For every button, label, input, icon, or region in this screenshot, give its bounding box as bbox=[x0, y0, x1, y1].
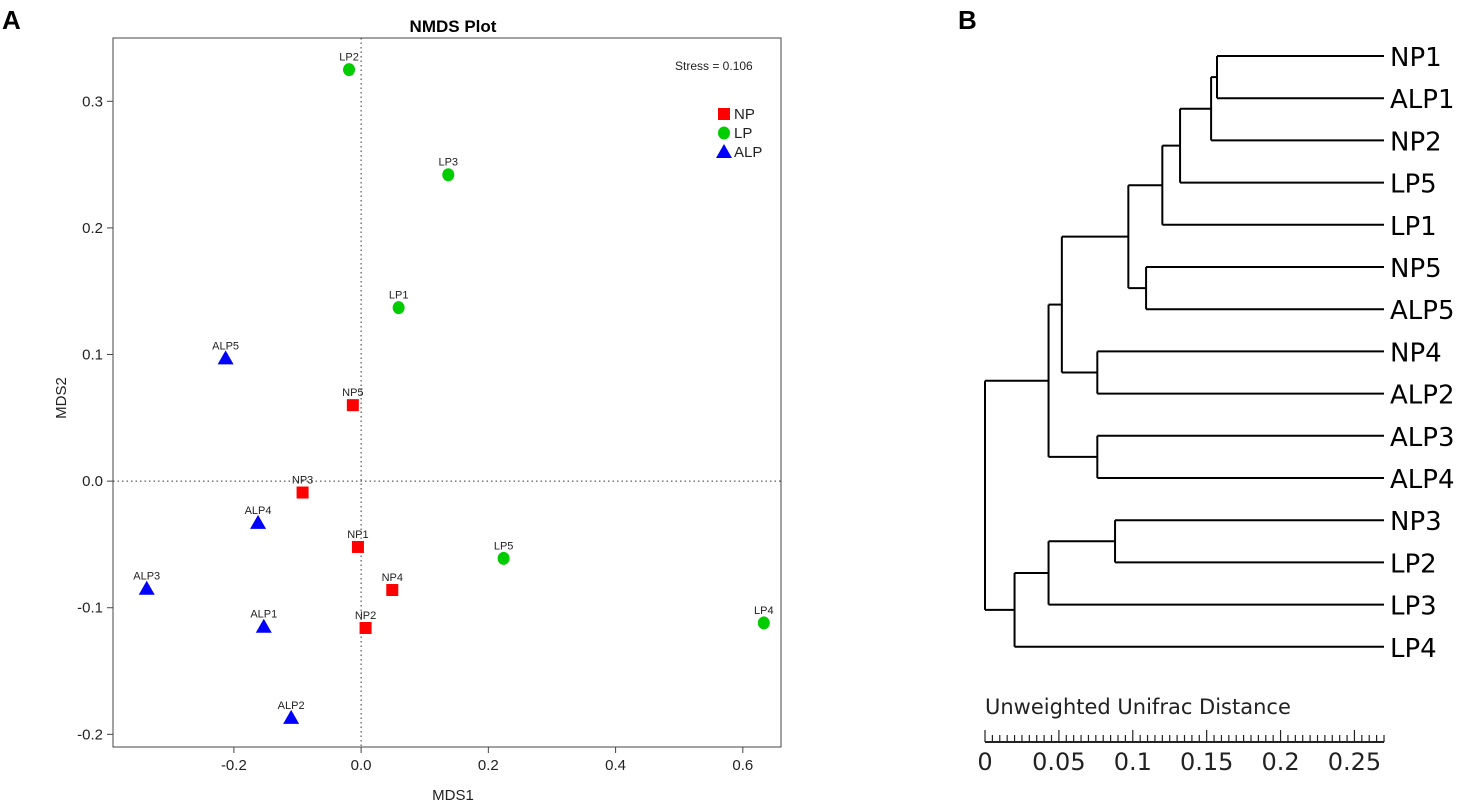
legend-marker-lp bbox=[718, 126, 730, 140]
point-np5 bbox=[346, 399, 359, 412]
point-lp3 bbox=[442, 168, 455, 182]
legend-label: NP bbox=[734, 106, 755, 123]
x-tick-label: 0.4 bbox=[605, 757, 626, 774]
x-tick-label: 0.0 bbox=[351, 757, 372, 774]
scale-tick-label: 0.25 bbox=[1328, 748, 1381, 776]
leaf-label-alp3: ALP3 bbox=[1390, 423, 1455, 453]
leaf-label-alp5: ALP5 bbox=[1390, 296, 1455, 326]
x-tick-label: 0.2 bbox=[478, 757, 499, 774]
point-label: LP5 bbox=[494, 540, 514, 552]
distance-scale-axis: 0 0.05 0.1 0.15 0.2 0.25 bbox=[977, 730, 1385, 776]
y-tick-label: 0.0 bbox=[82, 473, 103, 490]
y-tick-label: 0.2 bbox=[82, 220, 103, 237]
leaf-label-np5: NP5 bbox=[1390, 254, 1442, 284]
y-tick-label: -0.1 bbox=[77, 600, 103, 617]
point-label: NP5 bbox=[342, 387, 363, 399]
y-tick-label: 0.3 bbox=[82, 93, 103, 110]
y-axis-title: MDS2 bbox=[53, 377, 70, 419]
panel-a-letter: A bbox=[2, 5, 21, 35]
scale-tick-label: 0 bbox=[977, 748, 992, 776]
leaf-label-lp4: LP4 bbox=[1390, 634, 1437, 664]
point-label: ALP4 bbox=[245, 505, 272, 517]
point-label: LP2 bbox=[339, 52, 359, 64]
point-label: ALP1 bbox=[250, 609, 277, 621]
stress-value: Stress = 0.106 bbox=[675, 59, 753, 73]
legend-marker-np bbox=[718, 108, 730, 120]
dendrogram: NP1 ALP1 NP2 LP5 LP1 NP5 ALP5 NP4 ALP2 ALP3 ALP4 NP… bbox=[977, 43, 1454, 776]
point-label: NP1 bbox=[347, 529, 368, 541]
point-np1 bbox=[351, 540, 364, 553]
y-tick-label: 0.1 bbox=[82, 347, 103, 364]
leaf-label-alp4: ALP4 bbox=[1390, 465, 1455, 495]
legend-label: ALP bbox=[734, 144, 762, 161]
leaf-label-lp5: LP5 bbox=[1390, 170, 1437, 200]
x-axis-title: MDS1 bbox=[432, 787, 474, 804]
distance-axis-title: Unweighted Unifrac Distance bbox=[985, 695, 1291, 719]
y-axis-ticks: -0.2 -0.1 0.0 0.1 0.2 0.3 bbox=[77, 93, 113, 743]
point-np4 bbox=[386, 584, 399, 597]
point-lp5 bbox=[497, 551, 510, 565]
nmds-plot: -0.2 0.0 0.2 0.4 0.6 -0.2 -0.1 0.0 0.1 0.2 0.3 NP… bbox=[53, 17, 782, 804]
dendrogram-branches bbox=[984, 55, 1384, 648]
leaf-label-alp2: ALP2 bbox=[1390, 381, 1455, 411]
scale-tick-label: 0.1 bbox=[1114, 748, 1152, 776]
point-lp4 bbox=[757, 616, 770, 630]
point-label: NP3 bbox=[292, 475, 313, 487]
scale-tick-label: 0.15 bbox=[1180, 748, 1233, 776]
dendrogram-leaf-labels: NP1 ALP1 NP2 LP5 LP1 NP5 ALP5 NP4 ALP2 ALP3 ALP4 NP… bbox=[1390, 43, 1455, 664]
point-label: NP4 bbox=[382, 572, 403, 584]
point-label: NP2 bbox=[355, 610, 376, 622]
point-lp1 bbox=[392, 301, 405, 315]
point-alp2 bbox=[283, 709, 300, 724]
point-label: ALP2 bbox=[278, 700, 305, 712]
y-tick-label: -0.2 bbox=[77, 726, 103, 743]
leaf-label-alp1: ALP1 bbox=[1390, 85, 1455, 115]
point-alp1 bbox=[255, 618, 272, 633]
point-np3 bbox=[296, 486, 309, 499]
point-alp4 bbox=[250, 514, 267, 529]
plot-title: NMDS Plot bbox=[410, 17, 497, 36]
point-label: LP1 bbox=[389, 290, 409, 302]
x-tick-label: 0.6 bbox=[732, 757, 753, 774]
leaf-label-lp3: LP3 bbox=[1390, 592, 1437, 622]
scale-tick-label: 0.2 bbox=[1261, 748, 1299, 776]
plot-area bbox=[112, 37, 782, 748]
point-label: LP4 bbox=[754, 605, 774, 617]
scale-tick-label: 0.05 bbox=[1032, 748, 1085, 776]
leaf-label-lp1: LP1 bbox=[1390, 212, 1437, 242]
leaf-label-np2: NP2 bbox=[1390, 127, 1442, 157]
legend: NP LP ALP bbox=[716, 106, 762, 161]
point-alp3 bbox=[138, 580, 155, 595]
point-label: LP3 bbox=[438, 157, 458, 169]
legend-label: LP bbox=[734, 125, 752, 142]
leaf-label-lp2: LP2 bbox=[1390, 549, 1437, 579]
leaf-label-np3: NP3 bbox=[1390, 507, 1442, 537]
scatter-points: NP1 NP2 NP3 NP4 NP5 LP1 LP2 LP3 LP4 LP5 ALP1 ALP2 AL… bbox=[133, 52, 774, 724]
point-lp2 bbox=[343, 63, 356, 77]
panel-b-letter: B bbox=[958, 5, 977, 35]
leaf-label-np1: NP1 bbox=[1390, 43, 1442, 73]
point-alp5 bbox=[217, 350, 234, 365]
point-label: ALP5 bbox=[212, 340, 239, 352]
point-label: ALP3 bbox=[133, 571, 160, 583]
x-tick-label: -0.2 bbox=[221, 757, 247, 774]
legend-marker-alp bbox=[716, 144, 732, 158]
point-np2 bbox=[359, 621, 372, 634]
x-axis-ticks: -0.2 0.0 0.2 0.4 0.6 bbox=[221, 747, 753, 774]
leaf-label-np4: NP4 bbox=[1390, 338, 1442, 368]
